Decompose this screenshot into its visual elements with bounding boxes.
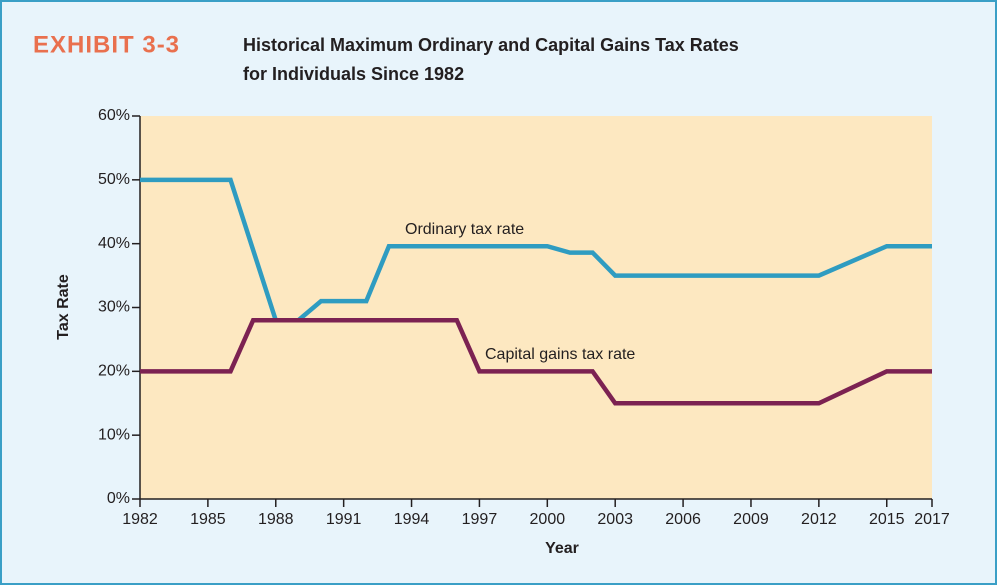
exhibit-label: EXHIBIT 3-3 [33,31,180,58]
y-tick-label: 50% [98,171,130,188]
chart-title: for Individuals Since 1982 [243,64,464,84]
x-tick-label: 1982 [122,511,158,528]
x-tick-label: 2009 [733,511,769,528]
y-tick-label: 60% [98,107,130,124]
x-axis-label: Year [545,540,579,557]
x-tick-label: 1985 [190,511,226,528]
x-tick-label: 1994 [394,511,430,528]
plot-area [140,116,932,499]
y-tick-label: 30% [98,299,130,316]
series-line [140,318,932,406]
y-axis-label: Tax Rate [55,274,72,340]
x-tick-label: 2003 [597,511,633,528]
x-tick-label: 2017 [914,511,950,528]
y-tick-label: 10% [98,426,130,443]
x-tick-label: 2012 [801,511,837,528]
x-tick-label: 2015 [869,511,905,528]
x-tick-label: 2006 [665,511,701,528]
x-tick-label: 2000 [530,511,566,528]
series-label: Capital gains tax rate [485,346,635,363]
x-tick-label: 1991 [326,511,362,528]
x-tick-label: 1997 [462,511,498,528]
x-tick-label: 1988 [258,511,294,528]
y-tick-label: 0% [107,490,130,507]
y-tick-label: 40% [98,235,130,252]
series-label: Ordinary tax rate [405,221,524,238]
y-tick-label: 20% [98,363,130,380]
chart-title: Historical Maximum Ordinary and Capital … [243,35,739,55]
